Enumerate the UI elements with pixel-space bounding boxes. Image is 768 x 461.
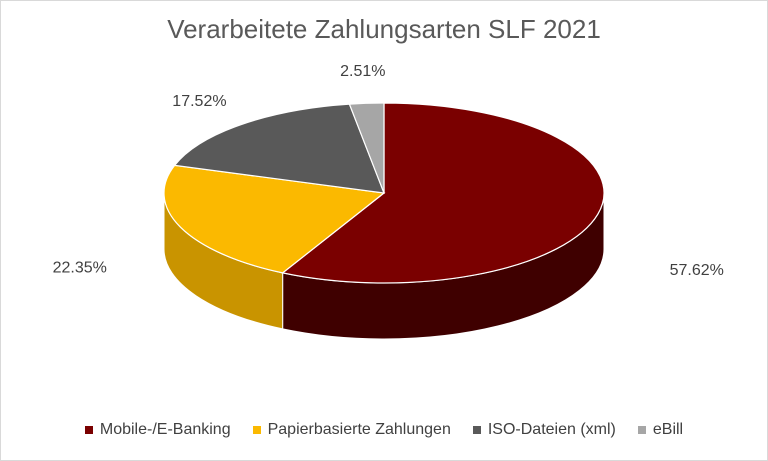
data-label-papierbasierte-zahlungen: 22.35% xyxy=(53,260,107,277)
data-label-iso-dateien-xml: 17.52% xyxy=(172,93,226,110)
legend-label: Papierbasierte Zahlungen xyxy=(267,421,451,438)
legend-label: ISO-Dateien (xml) xyxy=(487,421,616,438)
legend: Mobile-/E-Banking Papierbasierte Zahlung… xyxy=(0,421,768,439)
legend-swatch xyxy=(472,426,481,434)
data-labels: 57.62% 22.35% 17.52% 2.51% xyxy=(53,63,724,279)
legend-item-ebill: eBill xyxy=(637,421,684,439)
pie-slice-mobile-e-banking xyxy=(281,102,605,284)
legend-item-iso-dateien: ISO-Dateien (xml) xyxy=(472,421,616,439)
legend-swatch xyxy=(84,426,93,434)
data-label-mobile-e-banking: 57.62% xyxy=(670,262,724,279)
legend-item-mobile-e-banking: Mobile-/E-Banking xyxy=(84,421,231,439)
legend-label: eBill xyxy=(652,421,684,438)
legend-swatch xyxy=(637,426,646,434)
legend-label: Mobile-/E-Banking xyxy=(99,421,231,438)
data-label-ebill: 2.51% xyxy=(340,63,385,80)
legend-item-papierbasierte-zahlungen: Papierbasierte Zahlungen xyxy=(252,421,451,439)
chart-title: Verarbeitete Zahlungsarten SLF 2021 xyxy=(167,14,601,44)
pie-slice-iso-dateien-xml xyxy=(173,103,385,194)
pie-slices xyxy=(163,102,605,284)
pie-slice-papierbasierte-zahlungen xyxy=(163,164,386,274)
legend-swatch xyxy=(252,426,261,434)
pie-slice-ebill xyxy=(348,102,385,194)
